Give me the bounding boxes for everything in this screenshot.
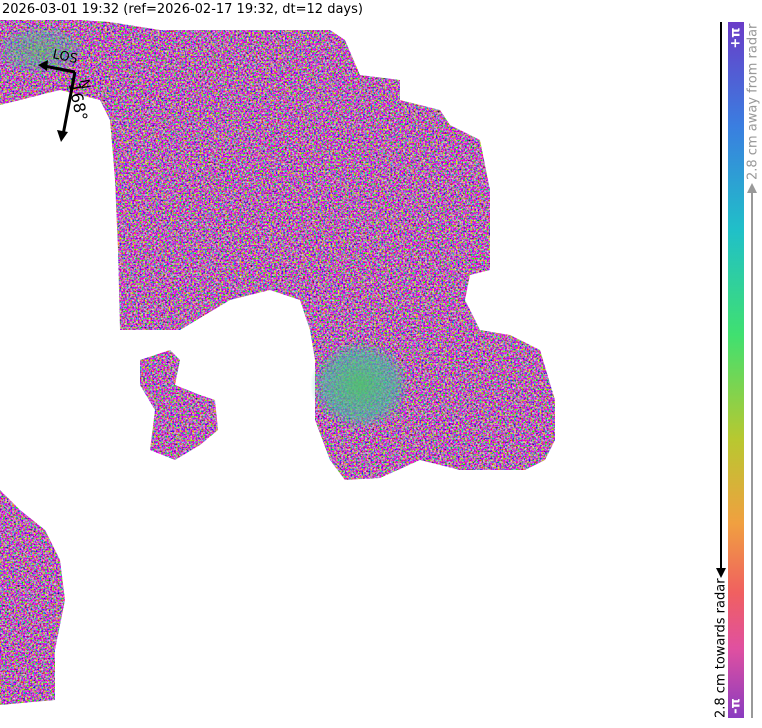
southwest-land [0,490,65,705]
peninsula [140,350,218,460]
north-label: N [76,78,92,90]
colorbar: +π -π 2.8 cm towards radar 2.8 cm away f… [714,22,761,718]
colorbar-max: +π [729,27,744,48]
colorbar-gradient [728,22,744,718]
away-label: 2.8 cm away from radar [746,23,761,180]
coherent-area [0,25,85,75]
main-island [0,20,555,480]
los-arrow [43,64,76,74]
image-title: 2026-03-01 19:32 (ref=2026-02-17 19:32, … [2,2,363,17]
heading-arrow [61,71,77,136]
compass: LOS N -168° [38,47,93,142]
los-arrowhead [38,60,48,71]
towards-label: 2.8 cm towards radar [714,578,729,718]
colorbar-min: -π [729,698,744,714]
away-arrowhead [747,183,757,193]
coherent-area [310,340,410,430]
los-label: LOS [51,47,79,67]
heading-arrowhead [57,130,68,142]
towards-arrowhead [716,568,726,578]
land-masks [0,20,555,705]
